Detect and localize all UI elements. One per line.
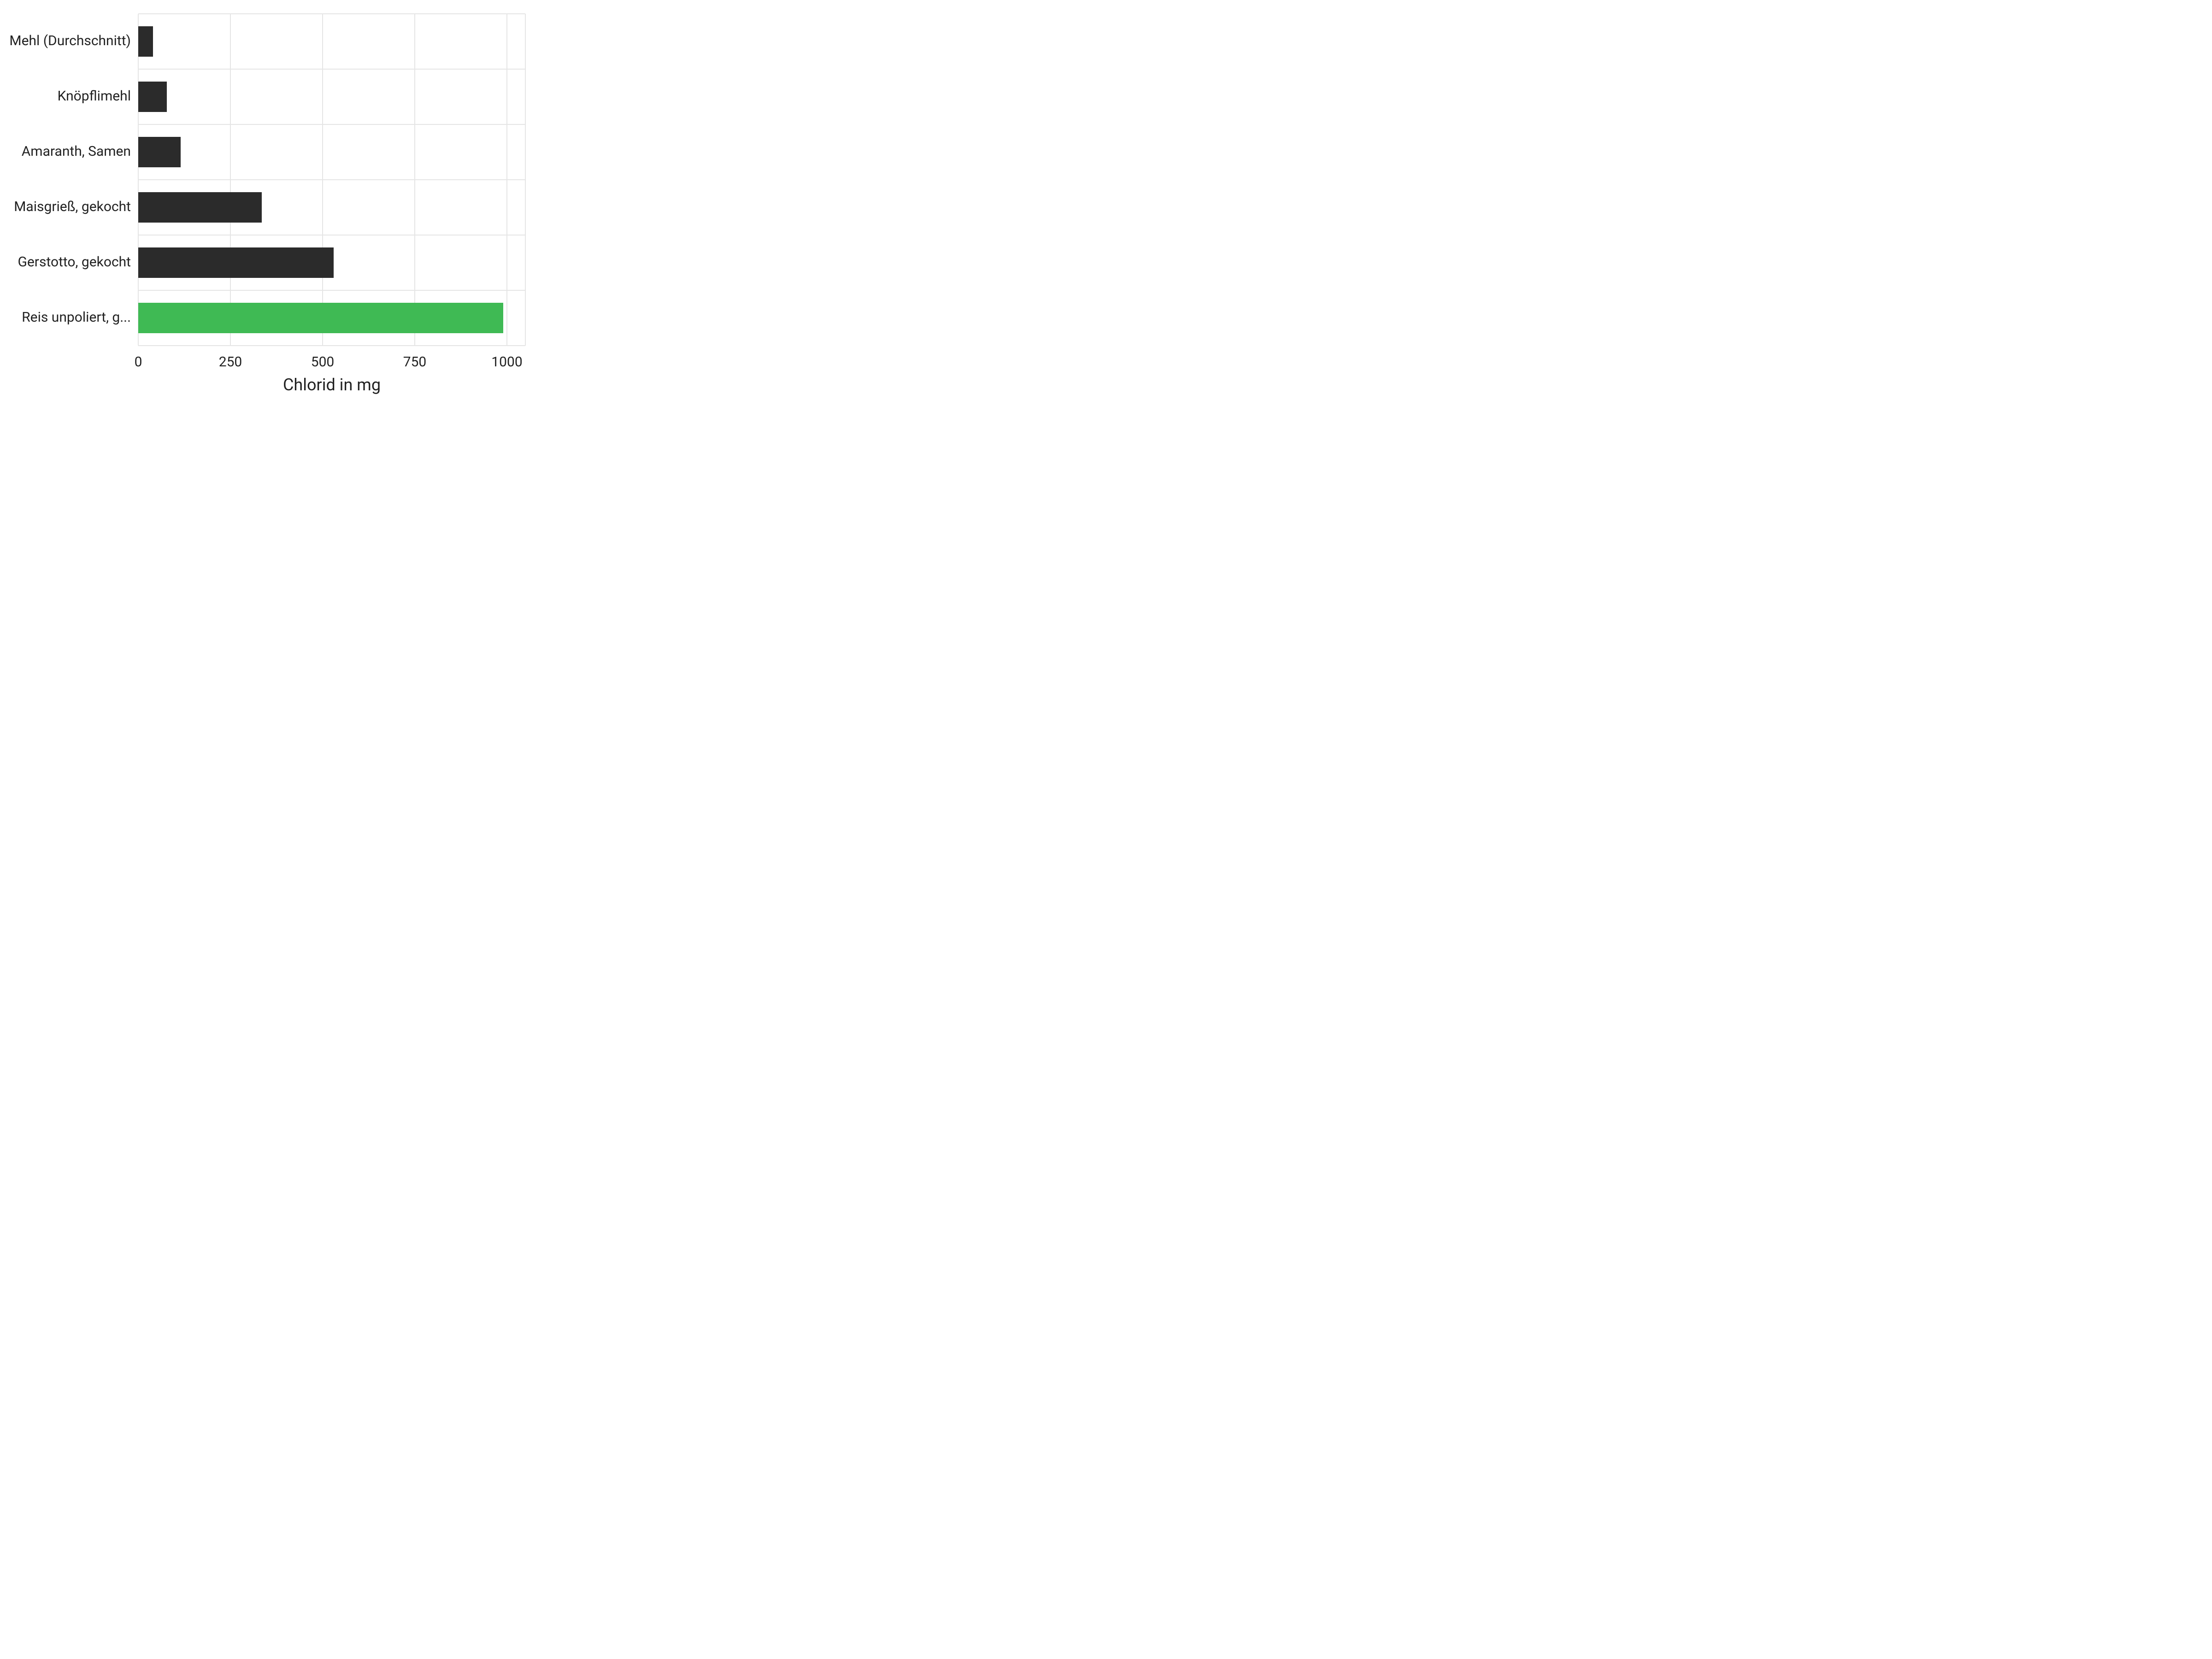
x-tick-label: 500 [311, 354, 335, 370]
plot-area [138, 14, 525, 346]
bar [138, 247, 334, 278]
gridline-vertical [322, 14, 323, 346]
x-tick-label: 750 [403, 354, 427, 370]
y-tick-label: Knöpflimehl [58, 88, 131, 104]
bar [138, 137, 181, 167]
y-tick-label: Reis unpoliert, g... [22, 309, 131, 325]
bar [138, 82, 167, 112]
gridline-vertical [138, 14, 139, 346]
x-axis-title: Chlorid in mg [283, 375, 381, 394]
x-tick-label: 1000 [491, 354, 522, 370]
y-tick-label: Amaranth, Samen [22, 143, 131, 159]
y-tick-label: Maisgrieß, gekocht [14, 199, 131, 215]
gridline-horizontal [138, 13, 525, 14]
gridline-vertical [525, 14, 526, 346]
y-tick-label: Gerstotto, gekocht [18, 254, 131, 270]
gridline-horizontal [138, 179, 525, 180]
y-tick-label: Mehl (Durchschnitt) [9, 33, 131, 49]
gridline-vertical [414, 14, 415, 346]
gridline-horizontal [138, 69, 525, 70]
bar [138, 192, 262, 223]
x-tick-label: 250 [219, 354, 242, 370]
bar [138, 26, 153, 57]
gridline-horizontal [138, 345, 525, 346]
gridline-vertical [506, 14, 507, 346]
chlorid-bar-chart: Chlorid in mg 0 250 500 750 1000 Mehl (Durchs… [0, 0, 553, 415]
gridline-horizontal [138, 290, 525, 291]
bar [138, 303, 503, 333]
gridline-vertical [230, 14, 231, 346]
gridline-horizontal [138, 124, 525, 125]
x-tick-label: 0 [135, 354, 142, 370]
